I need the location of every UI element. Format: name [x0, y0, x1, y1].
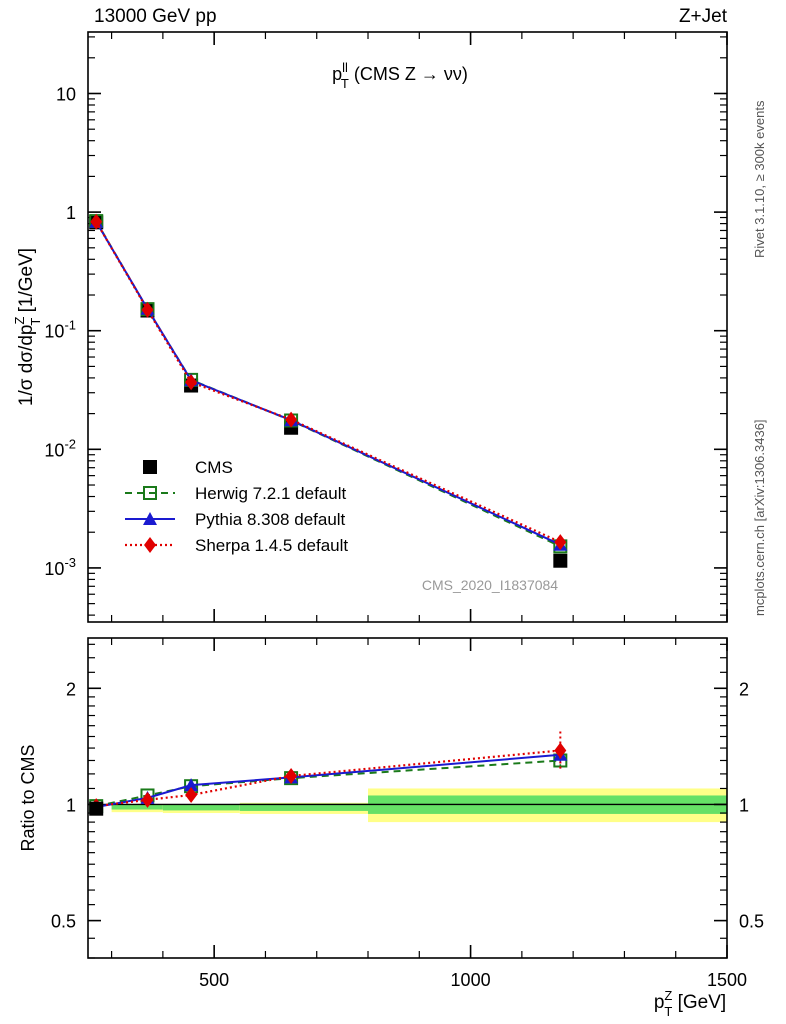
legend-entry: Sherpa 1.4.5 default [125, 536, 348, 555]
data-point [90, 213, 103, 230]
data-point [553, 553, 568, 568]
ratio-y-axis: 2 2 1 1 0.5 0.5 [51, 643, 764, 959]
legend-label: Sherpa 1.4.5 default [195, 536, 348, 555]
plot-title: pll T (CMS Z → νν) [332, 60, 468, 91]
legend-marker [143, 486, 157, 500]
ratio-band-inner [239, 803, 369, 811]
main-y-axis-label: 1/σ dσ/dpZT [1/GeV] [12, 248, 43, 406]
ratio-y-tick-label-right: 1 [739, 795, 749, 815]
header-row: 13000 GeV pp Z+Jet [94, 6, 728, 27]
legend-label: CMS [195, 458, 233, 477]
main-y-axis: 10 1 10-1 10-2 10-3 [44, 36, 727, 616]
y-tick-label: 1 [66, 203, 76, 223]
ratio-data-point [141, 791, 154, 808]
legend-entry: CMS [143, 458, 233, 477]
ratio-data-point [554, 742, 567, 759]
ratio-cms-points [89, 801, 104, 816]
y-tick-label: 10 [56, 84, 76, 104]
y-tick-label: 10-1 [44, 318, 76, 342]
main-panel: 10 1 10-1 10-2 10-3 1/σ dσ/dpZT [1/GeV] pll T (… [12, 31, 728, 623]
ratio-y-tick-label: 2 [66, 679, 76, 699]
ratio-error-bands [111, 788, 727, 823]
ratio-y-tick-label-right: 2 [739, 679, 749, 699]
ratio-data-point [184, 778, 199, 792]
legend-marker [144, 537, 156, 553]
x-tick-label: 1500 [707, 970, 747, 990]
ratio-cms-point [89, 801, 104, 816]
ratio-y-tick-label-right: 0.5 [739, 912, 764, 932]
y-tick-label: 10-2 [44, 436, 76, 460]
ratio-series-sherpa [90, 731, 567, 815]
ratio-panel: 2 2 1 1 0.5 0.5 500 1000 1500 Ratio to CMS pZ T [Ge… [18, 637, 764, 1019]
ratio-y-tick-label: 0.5 [51, 912, 76, 932]
side-annotations: Rivet 3.1.10, ≥ 300k events mcplots.cern.… [752, 100, 767, 616]
data-point [554, 534, 567, 551]
data-point [185, 374, 198, 391]
mcplots-reference-label: mcplots.cern.ch [arXiv:1306.3436] [752, 419, 767, 616]
header-right-label: Z+Jet [679, 6, 728, 27]
ratio-x-axis: 500 1000 1500 [110, 638, 747, 990]
y-tick-label: 10-3 [44, 555, 76, 579]
ratio-data-point [185, 787, 198, 804]
x-axis-label: pZ T [GeV] [654, 988, 726, 1019]
ratio-panel-frame [87, 637, 728, 959]
data-point [141, 301, 154, 318]
rivet-version-label: Rivet 3.1.10, ≥ 300k events [752, 100, 767, 258]
data-point [285, 411, 298, 428]
main-data-series [89, 213, 568, 568]
x-tick-label: 500 [199, 970, 229, 990]
header-left-label: 13000 GeV pp [94, 6, 217, 27]
legend-entry: Pythia 8.308 default [125, 510, 346, 529]
main-x-axis [110, 32, 728, 622]
legend-marker [143, 512, 157, 525]
legend-label: Pythia 8.308 default [195, 510, 346, 529]
legend-marker [143, 460, 157, 474]
ratio-y-axis-label: Ratio to CMS [18, 744, 38, 851]
x-tick-label: 1000 [451, 970, 491, 990]
legend-entry: Herwig 7.2.1 default [125, 484, 346, 503]
legend-label: Herwig 7.2.1 default [195, 484, 346, 503]
ratio-band-inner [111, 804, 163, 810]
legend: CMS Herwig 7.2.1 default Pythia 8.308 defa… [125, 458, 348, 555]
watermark-label: CMS_2020_I1837084 [422, 577, 558, 593]
main-panel-frame [87, 31, 728, 623]
series-sherpa [90, 213, 567, 551]
ratio-y-tick-label: 1 [66, 795, 76, 815]
ratio-data-point [285, 768, 298, 785]
ratio-band-inner [162, 804, 240, 811]
